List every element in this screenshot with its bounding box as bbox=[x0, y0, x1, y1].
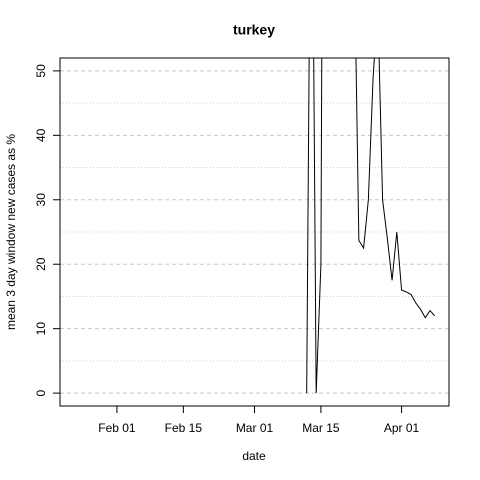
chart-title: turkey bbox=[233, 22, 275, 38]
data-line bbox=[306, 58, 436, 394]
x-axis-label: date bbox=[242, 449, 266, 463]
y-tick-label: 0 bbox=[34, 389, 48, 396]
y-tick-label: 20 bbox=[34, 257, 48, 271]
y-tick-label: 40 bbox=[34, 128, 48, 142]
y-tick-label: 50 bbox=[34, 64, 48, 78]
x-tick-label: Feb 15 bbox=[165, 421, 203, 435]
x-tick-label: Mar 15 bbox=[302, 421, 340, 435]
y-tick-label: 10 bbox=[34, 322, 48, 336]
x-tick-label: Feb 01 bbox=[98, 421, 136, 435]
y-axis-label: mean 3 day window new cases as % bbox=[4, 134, 18, 330]
x-tick-label: Apr 01 bbox=[384, 421, 420, 435]
x-tick-label: Mar 01 bbox=[236, 421, 274, 435]
y-tick-label: 30 bbox=[34, 193, 48, 207]
plot-frame bbox=[59, 57, 450, 407]
